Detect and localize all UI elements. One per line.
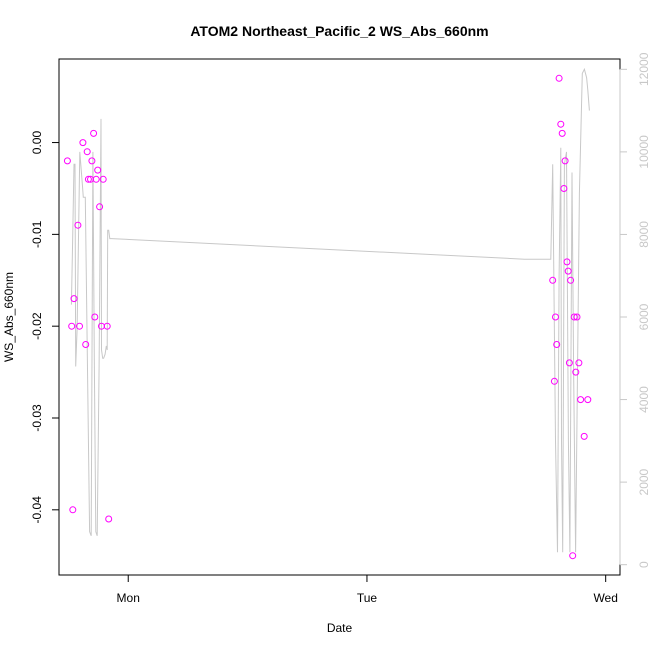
data-point — [570, 313, 578, 321]
x-tick-label: Tue — [357, 591, 378, 605]
data-point — [76, 322, 83, 330]
data-point — [74, 221, 82, 229]
y-tick-label: 0.00 — [30, 131, 44, 155]
y-tick-label: -0.01 — [30, 220, 44, 248]
y-right-tick-label: 6000 — [637, 303, 650, 330]
data-point — [584, 396, 592, 404]
data-point — [550, 377, 558, 385]
data-point — [79, 139, 87, 147]
y-axis-label: WS_Abs_660nm — [2, 272, 16, 362]
data-point — [575, 359, 583, 367]
data-point — [84, 175, 92, 183]
data-point — [553, 341, 561, 348]
data-point — [572, 368, 580, 376]
y-right-tick-label: 0 — [637, 561, 650, 568]
data-point — [68, 322, 76, 330]
data-point — [567, 276, 575, 284]
data-point — [564, 267, 572, 275]
data-point — [91, 313, 99, 321]
x-tick-label: Wed — [593, 591, 617, 605]
data-point — [70, 295, 78, 303]
data-point — [94, 166, 102, 174]
data-point — [569, 552, 577, 560]
y-tick-label: -0.03 — [30, 404, 44, 432]
data-point — [558, 129, 566, 137]
data-point — [573, 313, 581, 321]
y-right-tick-label: 2000 — [637, 468, 650, 495]
y-right-tick-label: 12000 — [637, 52, 650, 86]
y-axis-left: 0.00 -0.01 -0.02 -0.03 -0.04 — [30, 131, 60, 524]
data-point — [88, 157, 96, 165]
data-point — [580, 432, 588, 440]
y-right-tick-label: 8000 — [637, 221, 650, 248]
right-series-layer — [70, 67, 590, 553]
data-point — [105, 515, 113, 523]
data-point — [103, 322, 111, 330]
data-point — [90, 129, 98, 137]
data-point — [552, 313, 559, 321]
x-axis: Mon Tue Wed — [117, 574, 618, 605]
data-point — [99, 175, 107, 183]
data-point — [63, 157, 71, 165]
y-tick-label: -0.02 — [30, 312, 44, 340]
data-point — [563, 258, 571, 266]
data-point — [92, 175, 100, 183]
data-point — [577, 396, 585, 404]
data-point — [549, 276, 557, 284]
plot-frame — [58, 58, 621, 576]
y-tick-label: -0.04 — [30, 496, 44, 524]
data-point — [561, 157, 569, 165]
data-point — [69, 506, 77, 514]
data-point — [557, 120, 565, 128]
data-point — [560, 185, 568, 192]
points-layer — [63, 74, 592, 560]
x-axis-label: Date — [327, 621, 353, 635]
series-line — [70, 67, 590, 553]
data-point — [555, 74, 563, 82]
data-point — [82, 341, 90, 348]
y-right-tick-label: 4000 — [637, 386, 650, 413]
y-axis-right: 0 2000 4000 6000 8000 10000 12000 — [619, 52, 650, 568]
data-point — [565, 359, 573, 367]
data-point — [83, 148, 91, 156]
y-right-tick-label: 10000 — [637, 135, 650, 169]
chart-title: ATOM2 Northeast_Pacific_2 WS_Abs_660nm — [190, 23, 488, 39]
x-tick-label: Mon — [117, 591, 140, 605]
data-point — [96, 203, 104, 211]
